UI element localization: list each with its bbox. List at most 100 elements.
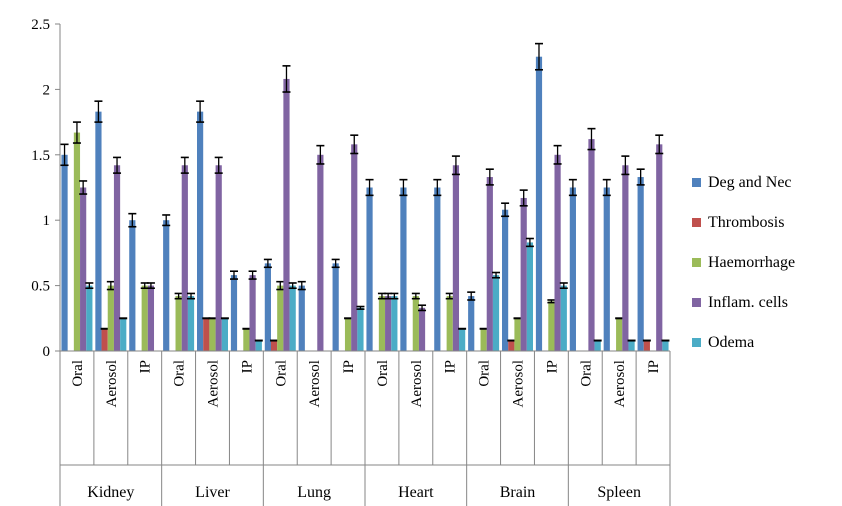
- bar: [391, 296, 398, 351]
- bar: [298, 285, 305, 351]
- bar: [344, 318, 352, 351]
- x-category-label: Oral: [375, 360, 391, 387]
- x-category-label: Oral: [578, 360, 594, 387]
- bar: [332, 263, 339, 351]
- bar: [221, 318, 228, 351]
- bar: [366, 187, 373, 351]
- x-category-label: IP: [544, 360, 560, 373]
- x-category-label: Oral: [70, 360, 86, 387]
- bar: [277, 285, 284, 351]
- x-group-label: Lung: [297, 484, 331, 501]
- bar: [351, 144, 358, 351]
- x-category-label: IP: [646, 360, 662, 373]
- bar: [480, 328, 487, 351]
- legend-label: Thrombosis: [708, 214, 784, 231]
- bar: [209, 318, 216, 351]
- bar: [569, 187, 576, 351]
- x-group-label: Spleen: [597, 484, 641, 501]
- legend-label: Haemorrhage: [708, 254, 795, 271]
- bar: [175, 296, 182, 351]
- bar: [141, 285, 148, 351]
- bar: [120, 318, 127, 351]
- bar: [656, 144, 663, 351]
- bar: [255, 340, 262, 351]
- bar: [101, 328, 108, 351]
- bar: [86, 285, 93, 351]
- x-category-label: Oral: [172, 360, 188, 387]
- bar: [508, 340, 515, 351]
- bar: [412, 296, 419, 351]
- bar: [554, 154, 561, 351]
- bar: [628, 340, 635, 351]
- x-category-label: IP: [138, 360, 154, 373]
- x-category-label: Aerosol: [307, 360, 323, 408]
- bar: [197, 111, 204, 351]
- x-category-label: IP: [443, 360, 459, 373]
- bars: [60, 42, 670, 351]
- bar: [548, 301, 555, 351]
- x-category-label: IP: [239, 360, 255, 373]
- bar: [616, 318, 623, 351]
- legend-swatch: [692, 298, 701, 307]
- legend-swatch: [692, 178, 701, 187]
- bar: [357, 307, 364, 351]
- bar: [113, 165, 121, 351]
- bar: [502, 209, 509, 351]
- bar: [95, 111, 102, 351]
- bar: [662, 340, 669, 351]
- x-category-label: Aerosol: [206, 360, 222, 408]
- bar: [187, 296, 195, 351]
- bar: [560, 285, 567, 351]
- bar: [215, 165, 222, 351]
- legend-swatch: [692, 258, 701, 267]
- legend-label: Deg and Nec: [708, 174, 792, 191]
- bar: [622, 165, 629, 351]
- bar: [637, 177, 644, 351]
- bar: [603, 187, 610, 351]
- bar: [147, 285, 155, 351]
- bar: [80, 187, 87, 351]
- bar: [588, 139, 595, 351]
- x-category-label: Aerosol: [511, 360, 527, 408]
- legend: Deg and Nec Thrombosis Haemorrhage Inflam. …: [692, 174, 795, 351]
- bar: [230, 275, 238, 351]
- legend-label: Odema: [708, 334, 754, 351]
- bar: [289, 285, 296, 351]
- x-category-label: Aerosol: [612, 360, 628, 408]
- bar: [594, 340, 601, 351]
- bar: [243, 328, 250, 351]
- bar: [317, 154, 324, 351]
- x-category-label: IP: [341, 360, 357, 373]
- x-group-label: Kidney: [87, 484, 134, 501]
- y-tick-label: 0.5: [31, 279, 50, 295]
- bar: [492, 275, 500, 351]
- bar: [486, 177, 493, 351]
- y-tick-label: 2.5: [31, 17, 50, 33]
- bar: [514, 318, 521, 351]
- bar: [643, 340, 650, 351]
- bar: [378, 296, 386, 351]
- x-category-label: Aerosol: [104, 360, 120, 408]
- bar: [434, 187, 441, 351]
- bar: [459, 328, 466, 351]
- bar: [264, 263, 271, 351]
- legend-label: Inflam. cells: [708, 294, 788, 311]
- y-tick-label: 1: [43, 213, 51, 229]
- bar: [270, 340, 278, 351]
- y-tick-label: 0: [43, 344, 51, 360]
- y-tick-label: 1.5: [31, 148, 50, 164]
- x-group-label: Brain: [500, 484, 536, 501]
- y-tick-label: 2: [43, 82, 51, 98]
- bar: [61, 154, 68, 351]
- bar: [249, 275, 256, 351]
- bar: [526, 242, 533, 351]
- bar: [400, 187, 407, 351]
- bar: [181, 165, 188, 351]
- y-axis: 0 0.5 1 1.5 2 2.5: [31, 17, 61, 360]
- bar: [163, 220, 170, 351]
- bar: [452, 165, 460, 351]
- legend-swatch: [692, 218, 701, 227]
- x-category-label: Oral: [477, 360, 493, 387]
- bar: [107, 285, 114, 351]
